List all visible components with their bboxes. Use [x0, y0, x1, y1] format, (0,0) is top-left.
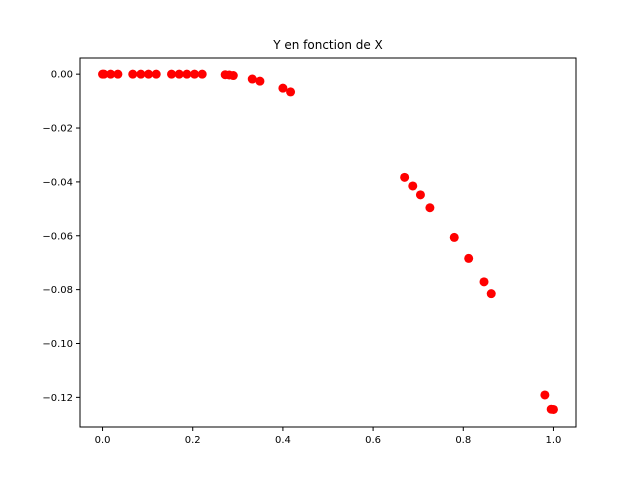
- data-point: [182, 69, 192, 79]
- data-point: [425, 203, 435, 213]
- data-point: [190, 69, 200, 79]
- data-point: [548, 404, 558, 414]
- data-point: [449, 232, 459, 242]
- data-point: [400, 172, 410, 182]
- data-point: [479, 277, 489, 287]
- data-point: [408, 181, 418, 191]
- y-tick-label: −0.04: [42, 177, 73, 188]
- y-tick-label: −0.12: [42, 393, 73, 404]
- data-point: [415, 190, 425, 200]
- data-point: [99, 69, 109, 79]
- data-point: [486, 289, 496, 299]
- x-tick-label: 0.8: [455, 435, 471, 446]
- x-tick-label: 1.0: [546, 435, 562, 446]
- data-point: [144, 69, 154, 79]
- data-point: [106, 69, 116, 79]
- data-point: [167, 69, 177, 79]
- data-point: [540, 390, 550, 400]
- data-point: [136, 69, 146, 79]
- x-tick-label: 0.4: [275, 435, 291, 446]
- data-point: [255, 76, 265, 86]
- y-axis: 0.00 −0.02 −0.04 −0.06 −0.08 −0.10 −0.12: [42, 70, 80, 404]
- data-point: [128, 69, 138, 79]
- y-tick-label: −0.08: [42, 285, 73, 296]
- data-point: [278, 83, 288, 93]
- data-point: [286, 87, 296, 97]
- y-tick-label: 0.00: [51, 70, 73, 81]
- data-point: [113, 69, 123, 79]
- data-point: [197, 69, 207, 79]
- chart-title: Y en fonction de X: [272, 38, 383, 52]
- y-tick-label: −0.02: [42, 124, 73, 135]
- x-axis: 0.0 0.2 0.4 0.6 0.8 1.0: [95, 427, 562, 446]
- data-point: [174, 69, 184, 79]
- y-tick-label: −0.10: [42, 339, 73, 350]
- data-point: [247, 74, 257, 84]
- x-tick-label: 0.6: [365, 435, 381, 446]
- data-point: [228, 71, 238, 81]
- x-tick-label: 0.2: [185, 435, 201, 446]
- data-point: [151, 69, 161, 79]
- y-tick-label: −0.06: [42, 231, 73, 242]
- x-tick-label: 0.0: [95, 435, 111, 446]
- data-points: [98, 69, 558, 414]
- data-point: [464, 253, 474, 263]
- plot-area: [79, 57, 577, 428]
